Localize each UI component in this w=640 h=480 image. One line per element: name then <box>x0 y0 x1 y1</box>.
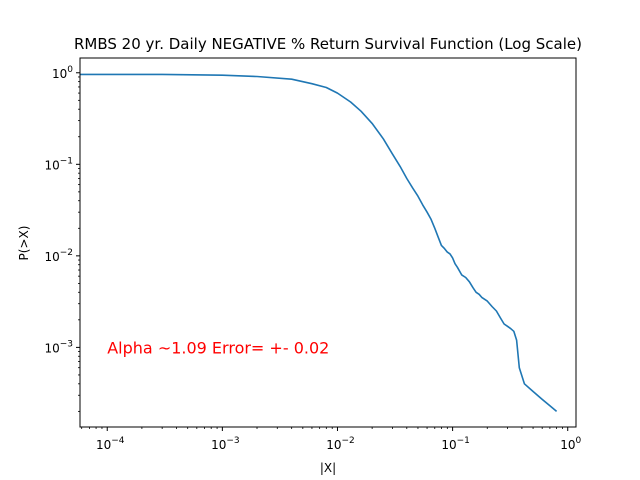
y-tick-label: 10−1 <box>44 156 73 172</box>
x-tick-label: 10−4 <box>96 436 125 452</box>
x-tick-label: 10−1 <box>441 436 470 452</box>
plot-area <box>80 73 558 413</box>
y-tick-label: 10−2 <box>44 248 73 264</box>
x-axis-ticks: 10−4 10−3 10−2 10−1 100 <box>81 427 581 452</box>
plot-frame <box>79 57 577 428</box>
annotations: Alpha ~1.09 Error= +- 0.02 <box>107 338 329 357</box>
chart-title: RMBS 20 yr. Daily NEGATIVE % Return Surv… <box>74 35 582 53</box>
y-tick-label: 10−3 <box>44 339 73 355</box>
x-axis-label: |X| <box>320 461 336 475</box>
x-tick-label: 100 <box>560 436 581 452</box>
x-tick-label: 10−2 <box>326 436 355 452</box>
y-tick-label: 100 <box>52 65 73 81</box>
y-axis-label: P(>X) <box>17 226 31 261</box>
y-axis-ticks: 10−3 10−2 10−1 100 <box>44 65 80 412</box>
series-line-0 <box>80 73 558 413</box>
x-tick-label: 10−3 <box>211 436 240 452</box>
annotation-text: Alpha ~1.09 Error= +- 0.02 <box>107 338 329 357</box>
